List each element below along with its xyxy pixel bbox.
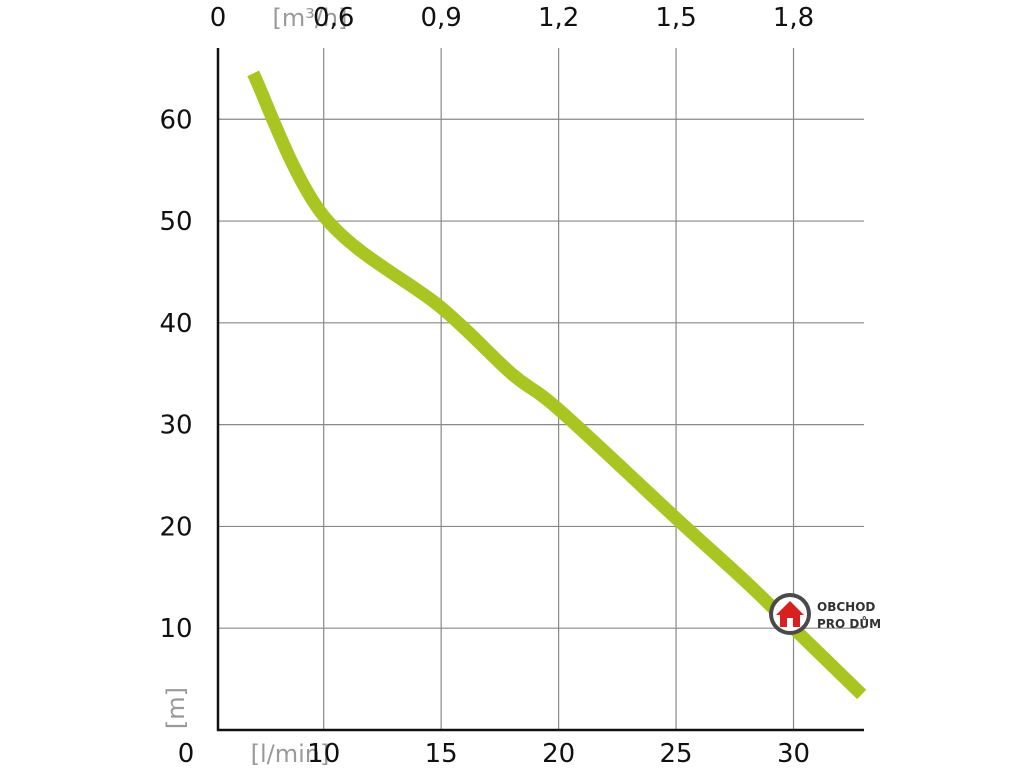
- x-bottom-tick-label-30: 30: [777, 739, 810, 768]
- x-top-tick-label-4: 1,8: [773, 3, 814, 33]
- y-tick-label-20: 20: [159, 512, 192, 542]
- y-tick-label-30: 30: [159, 411, 192, 441]
- x-top-unit-label: [m³/h]: [272, 4, 347, 32]
- x-top-tick-label-1: 0,9: [420, 3, 461, 33]
- y-tick-label-60: 60: [159, 105, 192, 135]
- y-unit-label: [m]: [162, 687, 190, 729]
- y-tick-label-40: 40: [159, 309, 192, 339]
- series-line-0: [247, 70, 867, 700]
- x-bottom-tick-label-20: 20: [542, 739, 575, 768]
- house-door-icon: [787, 618, 793, 627]
- obchod-pro-dum-logo: OBCHOD PRO DŮM: [769, 593, 881, 635]
- logo-line1: OBCHOD: [817, 600, 875, 614]
- logo-line2: PRO DŮM: [817, 616, 881, 631]
- x-bottom-tick-label-10: 10: [307, 739, 340, 768]
- series-layer: [247, 70, 867, 700]
- x-top-tick-label-0: 0,6: [313, 3, 354, 33]
- x-top-origin-label: 0: [210, 3, 227, 33]
- x-top-tick-label-3: 1,5: [655, 3, 696, 33]
- x-top-tick-label-2: 1,2: [538, 3, 579, 33]
- x-bottom-tick-label-25: 25: [660, 739, 693, 768]
- x-bottom-origin-label: 0: [178, 739, 195, 768]
- x-bottom-unit-label: [l/min]: [251, 740, 330, 768]
- tick-labels: 0 [l/min]10 15 20 25 300 [m³/h]0,6 0,9 1,2 1,5 1,8…: [159, 3, 814, 768]
- y-tick-label-10: 10: [159, 614, 192, 644]
- axes: [216, 48, 864, 732]
- y-tick-label-50: 50: [159, 207, 192, 237]
- x-bottom-tick-label-15: 15: [425, 739, 458, 768]
- grid-lines: [218, 48, 864, 730]
- house-icon: [776, 601, 804, 627]
